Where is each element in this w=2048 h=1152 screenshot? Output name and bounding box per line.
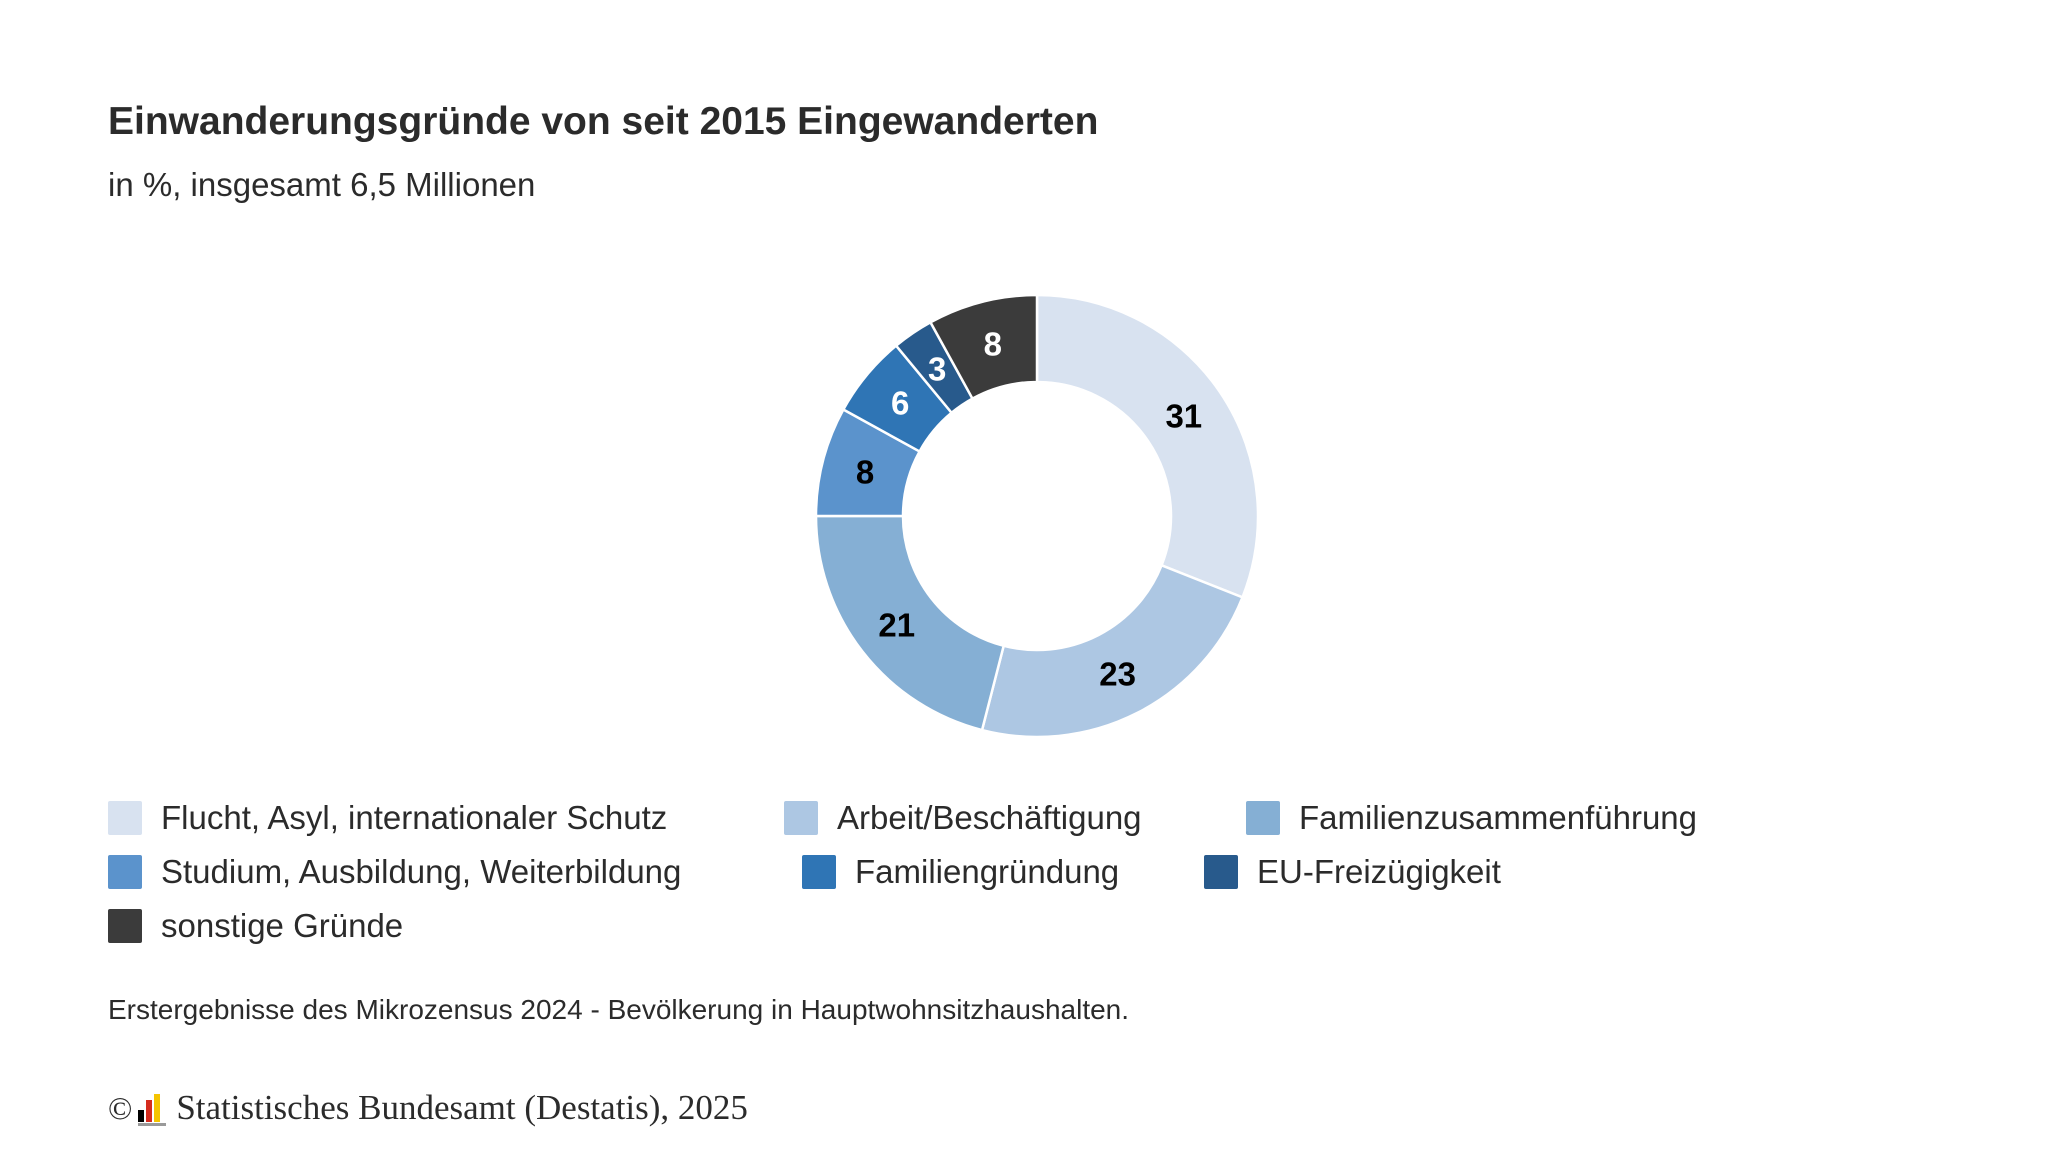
chart-subtitle: in %, insgesamt 6,5 Millionen bbox=[108, 166, 536, 203]
legend-item-arbeit-besch-ftigung: Arbeit/Beschäftigung bbox=[784, 798, 1142, 838]
destatis-logo-icon bbox=[138, 1094, 167, 1126]
legend-label: Familiengründung bbox=[855, 853, 1120, 890]
legend-item-eu-freiz-gigkeit: EU-Freizügigkeit bbox=[1204, 852, 1501, 892]
legend-swatch bbox=[108, 855, 142, 889]
legend-swatch bbox=[784, 801, 818, 835]
legend-swatch bbox=[1246, 801, 1280, 835]
slice-arbeit-besch-ftigung bbox=[980, 563, 1245, 739]
copyright-symbol: © bbox=[108, 1089, 133, 1126]
legend-item-flucht-asyl-internationaler-schutz: Flucht, Asyl, internationaler Schutz bbox=[108, 798, 667, 838]
legend-label: Flucht, Asyl, internationaler Schutz bbox=[161, 799, 668, 836]
slice-familienzusammenf-hrung bbox=[814, 514, 1006, 732]
copyright: © Statistisches Bundesamt (Destatis), 20… bbox=[108, 1088, 748, 1128]
legend-swatch bbox=[108, 909, 142, 943]
legend-label: EU-Freizügigkeit bbox=[1257, 853, 1501, 890]
legend-label: Arbeit/Beschäftigung bbox=[837, 799, 1142, 836]
chart-title: Einwanderungsgründe von seit 2015 Eingew… bbox=[108, 100, 1099, 143]
source-note: Erstergebnisse des Mikrozensus 2024 - Be… bbox=[108, 994, 1130, 1025]
copyright-text: Statistisches Bundesamt (Destatis), 2025 bbox=[176, 1088, 748, 1127]
slice-label-arbeit-besch-ftigung: 23 bbox=[1099, 656, 1136, 693]
legend-swatch bbox=[108, 801, 142, 835]
legend-swatch bbox=[802, 855, 836, 889]
slice-label-familiengr-ndung: 6 bbox=[891, 384, 909, 421]
slice-label-eu-freiz-gigkeit: 3 bbox=[928, 351, 946, 388]
slice-label-sonstige-gr-nde: 8 bbox=[984, 326, 1002, 363]
slice-sonstige-gr-nde bbox=[928, 293, 1039, 401]
slice-label-flucht-asyl-internationaler-schutz: 31 bbox=[1165, 398, 1202, 435]
legend-item-familiengr-ndung: Familiengründung bbox=[802, 852, 1119, 892]
legend-swatch bbox=[1204, 855, 1238, 889]
slice-label-familienzusammenf-hrung: 21 bbox=[878, 606, 915, 643]
legend-item-sonstige-gr-nde: sonstige Gründe bbox=[108, 906, 403, 946]
slice-flucht-asyl-internationaler-schutz bbox=[1035, 293, 1260, 599]
legend-item-studium-ausbildung-weiterbildung: Studium, Ausbildung, Weiterbildung bbox=[108, 852, 681, 892]
legend-label: Studium, Ausbildung, Weiterbildung bbox=[161, 853, 682, 890]
legend-label: Familienzusammenführung bbox=[1299, 799, 1698, 836]
slice-label-studium-ausbildung-weiterbildung: 8 bbox=[856, 453, 874, 490]
legend-label: sonstige Gründe bbox=[161, 907, 404, 944]
legend-item-familienzusammenf-hrung: Familienzusammenführung bbox=[1246, 798, 1697, 838]
